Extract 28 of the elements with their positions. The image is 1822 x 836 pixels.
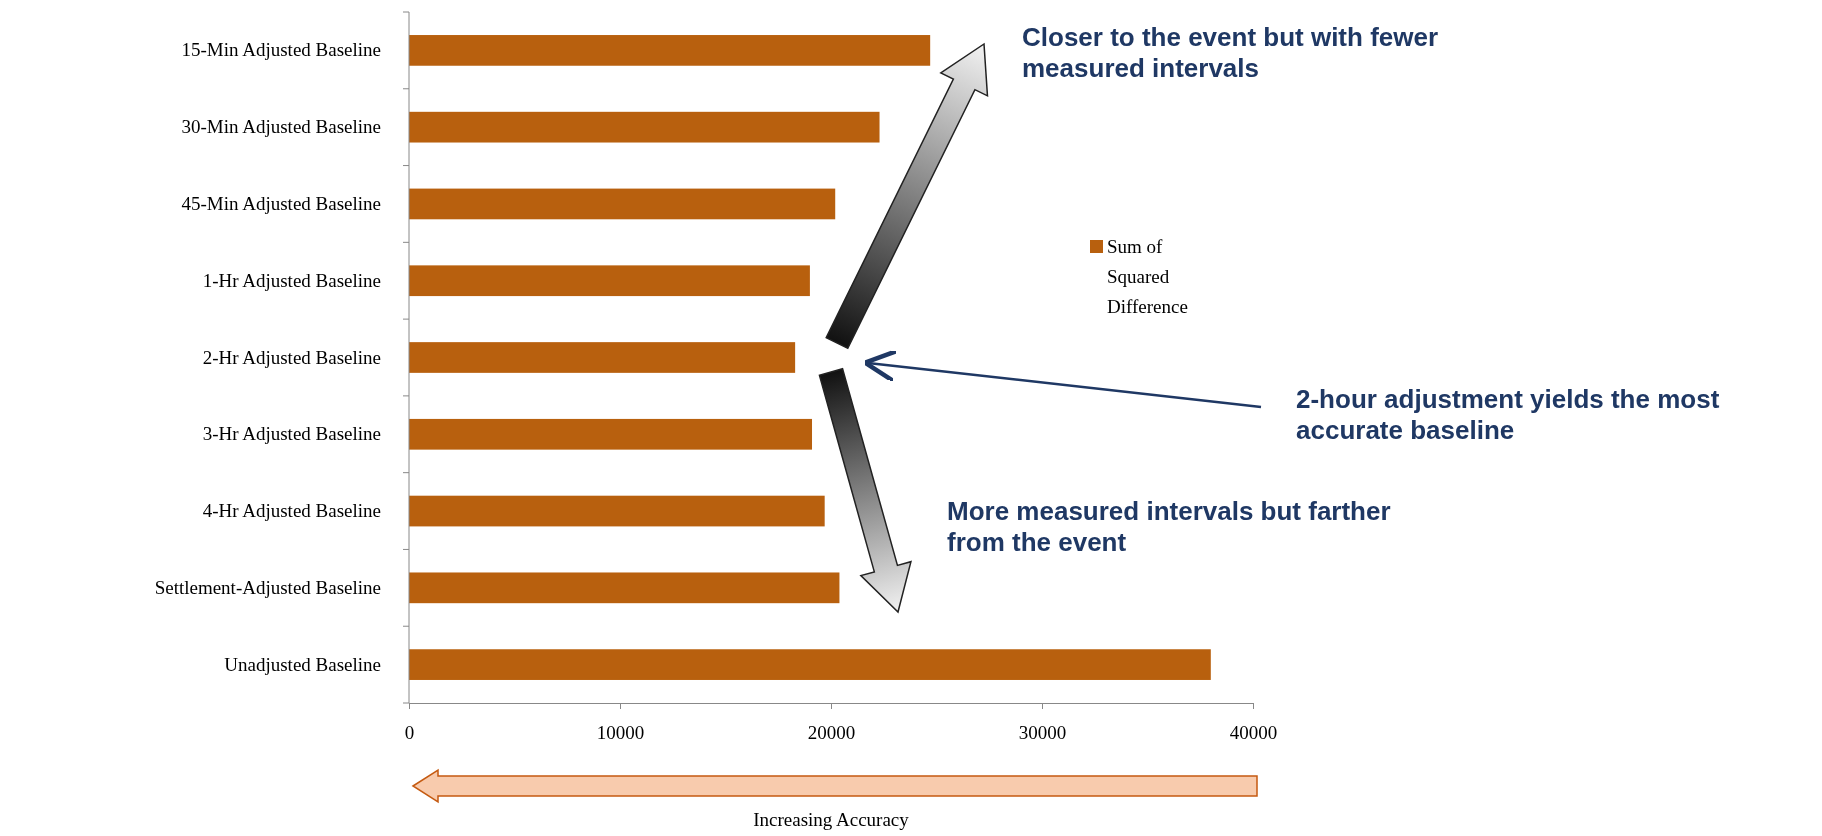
bar — [409, 418, 813, 450]
x-axis-title: Increasing Accuracy — [753, 809, 910, 830]
bar — [409, 572, 840, 604]
x-tick-label: 40000 — [1229, 721, 1278, 743]
y-tick-label: Settlement-Adjusted Baseline — [154, 576, 381, 598]
y-tick-label: 3-Hr Adjusted Baseline — [202, 423, 381, 445]
y-tick-label: 2-Hr Adjusted Baseline — [202, 346, 381, 368]
bar — [409, 188, 836, 220]
legend-label: Sum of Squared Difference — [1107, 236, 1188, 317]
y-tick-label: 30-Min Adjusted Baseline — [181, 116, 381, 138]
y-tick-label: 15-Min Adjusted Baseline — [181, 39, 381, 61]
bar — [409, 111, 880, 143]
y-tick-label: 4-Hr Adjusted Baseline — [202, 500, 381, 522]
bar — [409, 649, 1211, 680]
bar — [409, 495, 825, 527]
x-tick-label: 30000 — [1018, 721, 1067, 743]
x-tick-label: 20000 — [807, 721, 856, 743]
x-tick-label: 0 — [404, 721, 415, 743]
bar — [409, 35, 931, 66]
y-tick-label: 45-Min Adjusted Baseline — [181, 193, 381, 215]
y-tick-label: Unadjusted Baseline — [224, 653, 381, 675]
annotation: Closer to the event but with fewer measured intervals — [1022, 22, 1440, 85]
y-tick-label: 1-Hr Adjusted Baseline — [202, 269, 381, 291]
bar — [409, 265, 810, 297]
bar — [409, 342, 796, 373]
text: 2-hour adjustment yields the most accurate baseline — [1296, 384, 1721, 447]
annotation: More measured intervals but farther from the event — [947, 496, 1392, 559]
x-tick-label: 10000 — [596, 721, 645, 743]
